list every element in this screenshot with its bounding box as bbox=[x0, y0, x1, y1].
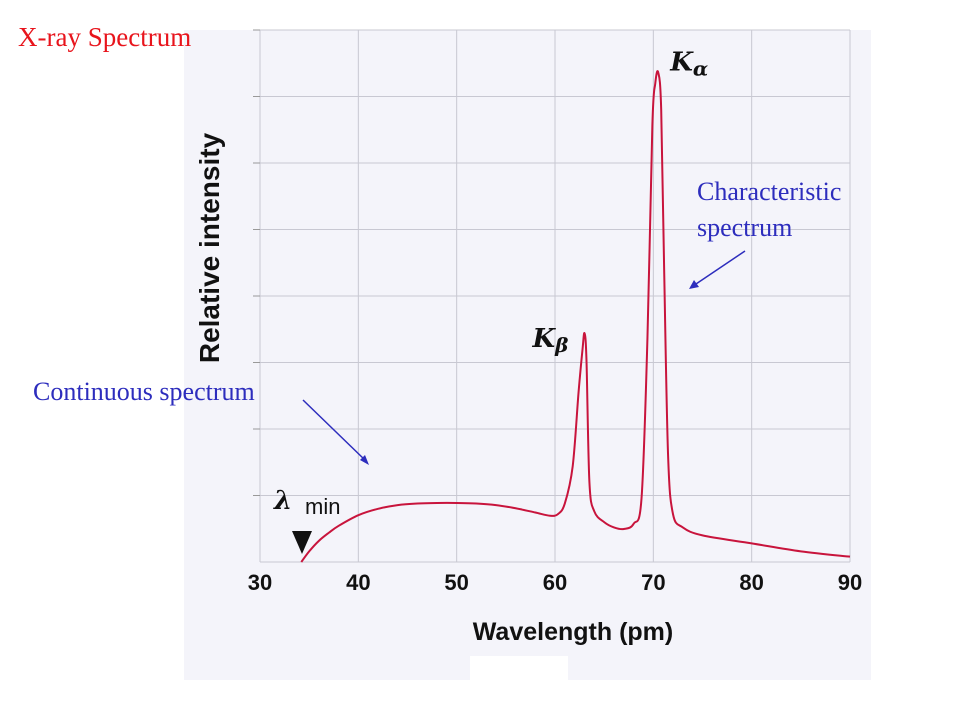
chart-panel bbox=[184, 30, 871, 680]
x-tick-labels: 30 40 50 60 70 80 90 bbox=[248, 570, 862, 595]
characteristic-label-line1: Characteristic bbox=[697, 177, 842, 206]
k-beta-label: Kβ bbox=[532, 324, 569, 357]
lambda-symbol: λ bbox=[273, 486, 292, 516]
x-tick-label: 40 bbox=[346, 570, 370, 595]
lambda-min-arrow-icon bbox=[292, 531, 312, 554]
gridlines bbox=[253, 29, 851, 563]
x-axis-title: Wavelength (pm) bbox=[473, 618, 673, 646]
characteristic-pointer bbox=[689, 250, 746, 289]
x-tick-label: 60 bbox=[543, 570, 567, 595]
x-tick-label: 80 bbox=[739, 570, 763, 595]
k-alpha-label: Kα bbox=[669, 48, 708, 81]
characteristic-label-line2: spectrum bbox=[697, 213, 793, 242]
page-title: X-ray Spectrum bbox=[18, 22, 192, 52]
chart-panel-footer-gap bbox=[470, 656, 568, 680]
continuous-spectrum-label: Continuous spectrum bbox=[33, 377, 255, 406]
x-tick-label: 30 bbox=[248, 570, 272, 595]
characteristic-spectrum-label: Characteristic spectrum bbox=[697, 174, 841, 246]
lambda-min-marker: λ min bbox=[273, 486, 340, 554]
y-axis-title: Relative intensity bbox=[194, 132, 225, 363]
spectrum-line bbox=[300, 70, 851, 563]
peak-labels: Kβ Kα bbox=[532, 48, 709, 358]
x-tick-label: 90 bbox=[838, 570, 862, 595]
x-tick-label: 50 bbox=[444, 570, 468, 595]
x-tick-label: 70 bbox=[641, 570, 665, 595]
lambda-subscript: min bbox=[305, 494, 340, 519]
continuous-pointer bbox=[302, 399, 369, 465]
